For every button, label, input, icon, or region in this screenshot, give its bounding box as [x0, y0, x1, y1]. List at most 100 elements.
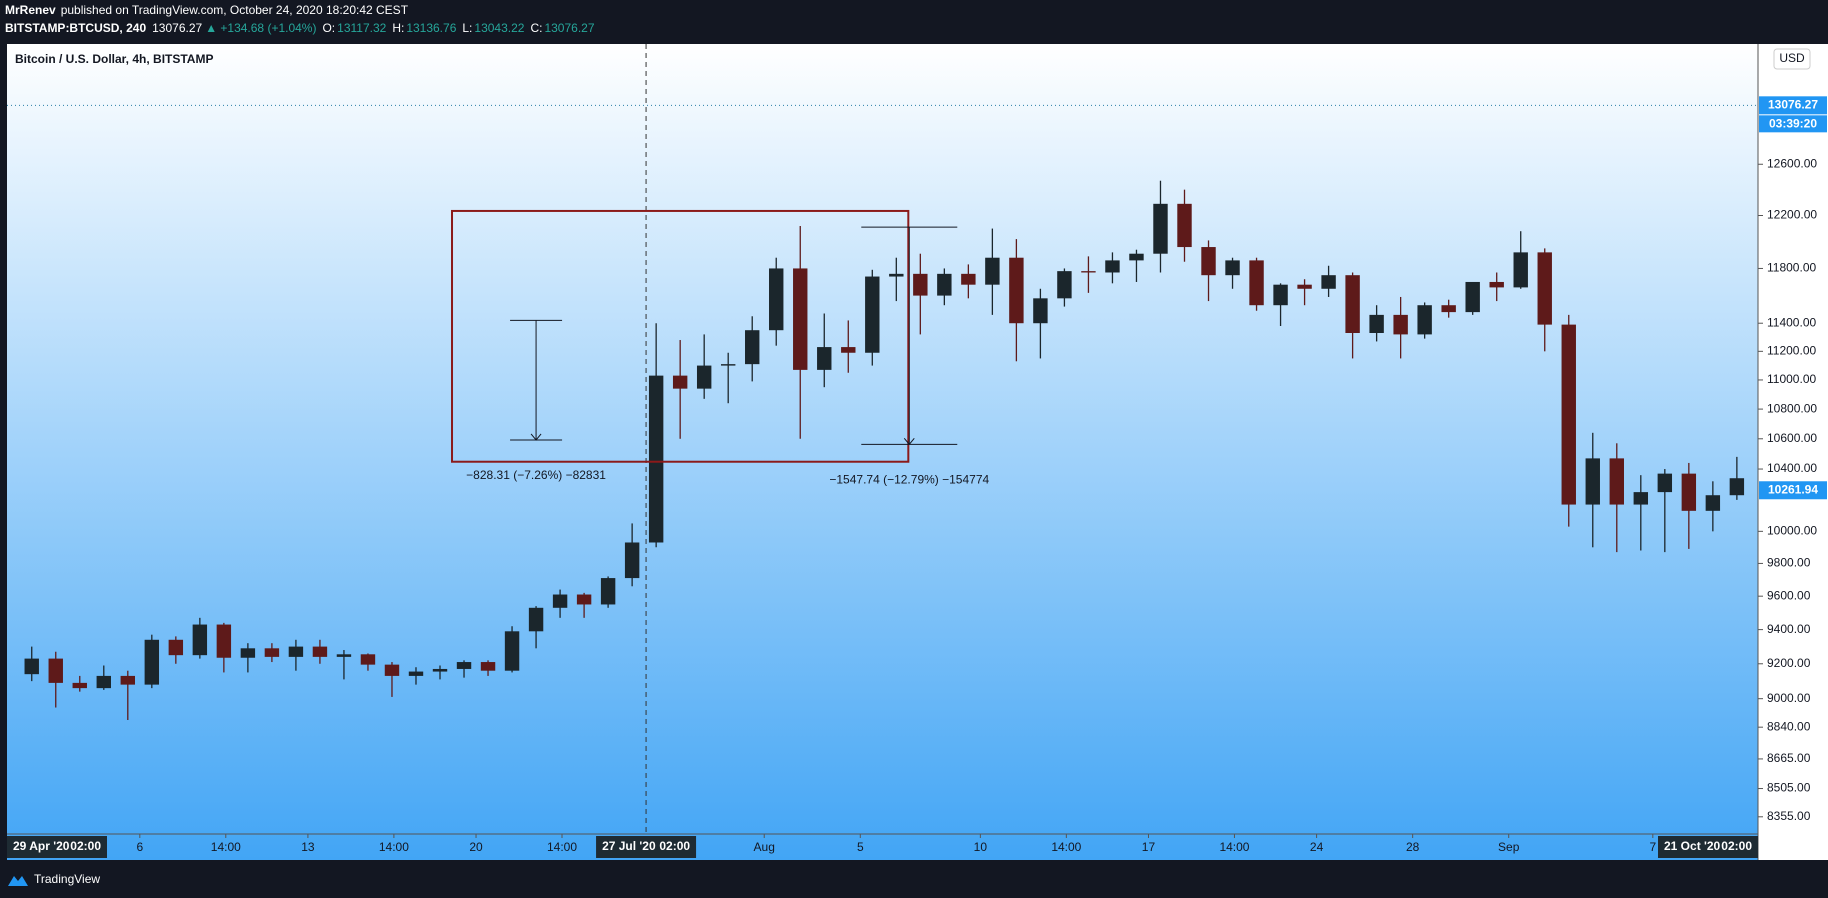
author: MrRenev	[5, 3, 56, 17]
candle-body	[985, 257, 1000, 285]
x-tick-label: Aug	[754, 840, 775, 854]
candle-body	[624, 542, 640, 579]
y-tick-label: 8505.00	[1767, 781, 1811, 795]
currency-button[interactable]	[1773, 48, 1811, 70]
candle-body	[1585, 458, 1600, 505]
x-tick-label: 5	[857, 840, 864, 854]
candle-body	[1081, 271, 1096, 273]
last-price-badge: 13076.27	[1768, 97, 1818, 111]
candle-body	[144, 639, 160, 685]
ohlc-value: 13136.76	[406, 21, 456, 35]
time-badge-time: 02:00	[70, 839, 101, 853]
candle-body	[384, 664, 400, 676]
candle-body	[1681, 473, 1697, 511]
candle-body	[889, 273, 904, 277]
time-badge-time: 02:00	[1721, 839, 1752, 853]
candle-body	[720, 364, 736, 366]
candle-body	[216, 624, 232, 658]
time-badge-time: 02:00	[659, 839, 690, 853]
candle-body	[913, 273, 928, 296]
candle-body	[456, 662, 472, 669]
candle-body	[192, 624, 208, 656]
currency[interactable]: USD	[1779, 51, 1805, 65]
candle-body	[793, 268, 808, 370]
candle-body	[1489, 281, 1504, 288]
change: ▲ +134.68 (+1.04%)	[205, 21, 316, 35]
candle-body	[1729, 478, 1745, 496]
ohlc-label: L:	[462, 21, 472, 35]
last-price-badge-bg	[1759, 96, 1827, 115]
ohlc-label: C:	[530, 21, 542, 35]
candle-body	[1009, 257, 1024, 324]
candle-body	[96, 675, 111, 689]
candle-body	[1297, 284, 1312, 289]
x-tick-label: 14:00	[211, 840, 241, 854]
x-tick-label: 14:00	[1219, 840, 1249, 854]
ohlc-value: 13043.22	[474, 21, 524, 35]
x-tick-label: 28	[1406, 840, 1420, 854]
y-tick-label: 9400.00	[1767, 622, 1811, 636]
candle-body	[168, 639, 184, 656]
x-tick-label: 6	[136, 840, 143, 854]
candle-body	[961, 273, 976, 285]
symbol: BITSTAMP:BTCUSD, 240	[5, 21, 146, 35]
candle-body	[865, 276, 880, 353]
y-tick-label: 8665.00	[1767, 751, 1811, 765]
x-tick-label: 7	[1649, 840, 1656, 854]
candle-body	[937, 273, 952, 296]
ohlc-label: O:	[322, 21, 335, 35]
candle-body	[1273, 284, 1288, 306]
candle-body	[528, 607, 544, 632]
marked-price-badge-bg	[1759, 481, 1827, 500]
countdown-bg	[1759, 115, 1827, 133]
candle-body	[312, 646, 328, 657]
measure-label: −1547.74 (−12.79%) −154774	[829, 473, 989, 487]
candle-body	[1153, 203, 1168, 254]
y-tick-label: 11400.00	[1767, 315, 1816, 329]
footer-brand: TradingView	[34, 872, 100, 886]
candle-body	[264, 648, 280, 657]
marked-price-badge: 10261.94	[1768, 482, 1818, 496]
candle-body	[1369, 314, 1384, 334]
candle-body	[600, 578, 616, 605]
y-tick-label: 9800.00	[1767, 556, 1811, 570]
y-tick-label: 11000.00	[1767, 372, 1816, 386]
candle-body	[1393, 314, 1408, 335]
candle-body	[408, 671, 424, 676]
candle-body	[1249, 260, 1264, 306]
candle-body	[1057, 271, 1072, 299]
y-tick-label: 9600.00	[1767, 588, 1811, 602]
countdown: 03:39:20	[1769, 116, 1817, 130]
candle-body	[1561, 324, 1576, 505]
last-price: 13076.27	[152, 21, 202, 35]
chart-background	[7, 44, 1758, 860]
candle-body	[1177, 203, 1192, 248]
time-badge-date: 27 Jul '20	[602, 839, 656, 853]
candle-body	[480, 662, 496, 671]
candle-body	[1129, 253, 1144, 261]
y-tick-label: 12600.00	[1767, 156, 1817, 170]
candle-body	[288, 646, 304, 657]
x-tick-label: 10	[974, 840, 988, 854]
candle-body	[24, 658, 39, 675]
candle-body	[72, 682, 87, 689]
candle-body	[648, 375, 664, 543]
measure-arrow	[903, 438, 915, 446]
candle-body	[360, 654, 376, 665]
y-tick-label: 12200.00	[1767, 208, 1817, 222]
candle-body	[1345, 275, 1360, 334]
candle-body	[1609, 458, 1624, 505]
x-tick-label: 17	[1142, 840, 1156, 854]
time-badge-date: 21 Oct '20	[1664, 839, 1721, 853]
x-tick-label: 24	[1310, 840, 1324, 854]
candle-body	[1633, 492, 1649, 505]
candle-body	[504, 631, 520, 671]
published: published on TradingView.com, October 24…	[61, 3, 409, 17]
x-tick-label: 14:00	[379, 840, 409, 854]
x-tick-label: Sep	[1498, 840, 1520, 854]
range-box	[451, 209, 910, 463]
ohlc-value: 13117.32	[337, 21, 386, 35]
y-tick-label: 9200.00	[1767, 656, 1811, 670]
